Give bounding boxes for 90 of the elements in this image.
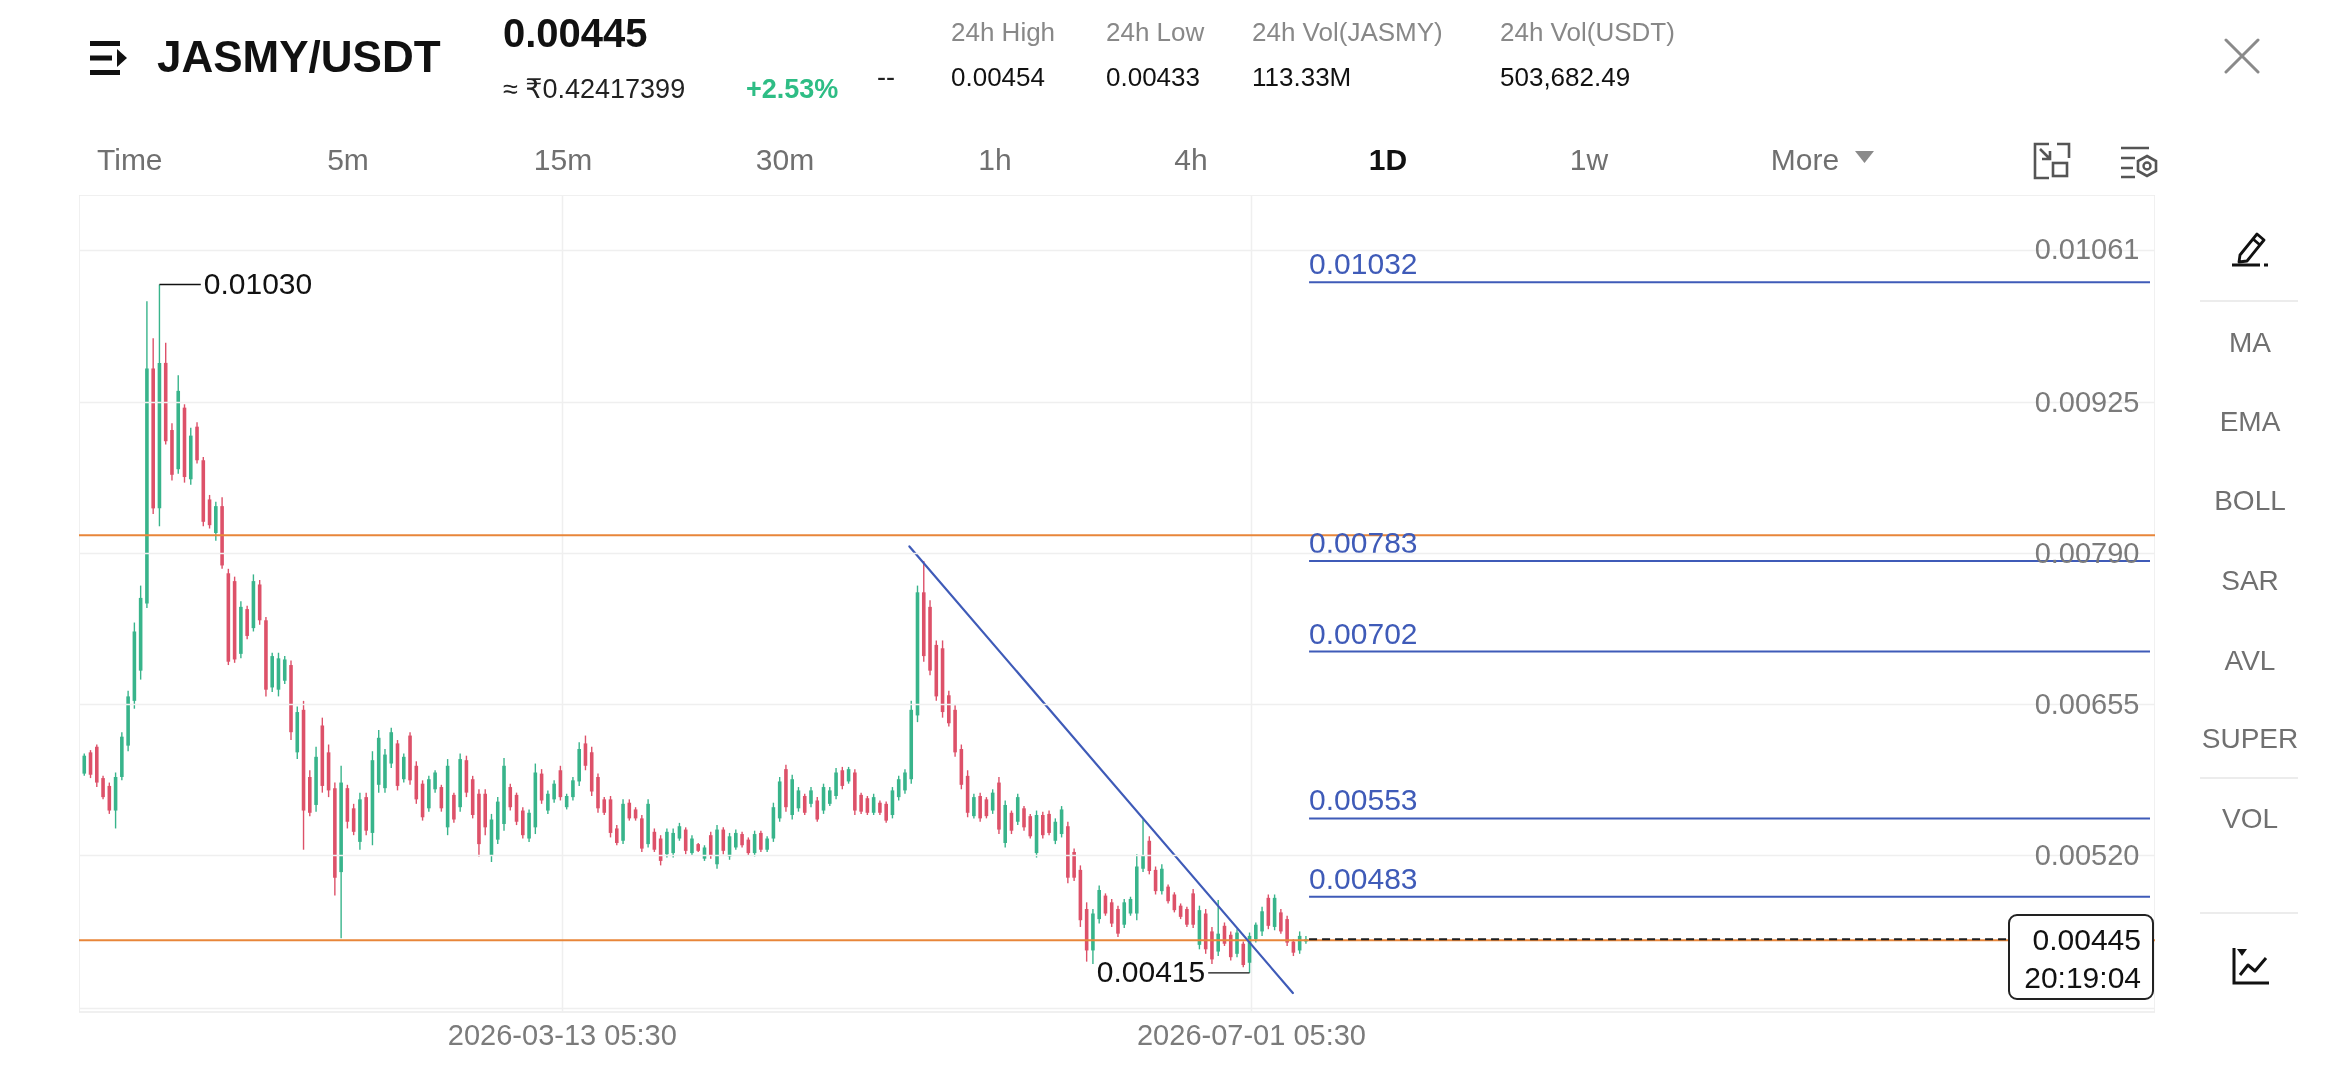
candlestick <box>552 779 556 804</box>
candlestick <box>1254 921 1258 944</box>
candlestick <box>1166 883 1170 905</box>
text: 24h Low <box>1106 17 1205 48</box>
text: 4h <box>1174 142 1208 178</box>
text: MA <box>2229 326 2271 360</box>
ref-line-label: 0.00483 <box>1309 861 1418 895</box>
text: 24h Vol(USDT) <box>1500 17 1675 48</box>
candlestick <box>815 796 820 823</box>
y-tick-label: 0.00655 <box>2034 687 2140 720</box>
ref-line-label: 0.01032 <box>1309 247 1418 281</box>
text: 24h Vol(JASMY) <box>1252 17 1443 48</box>
candlestick <box>1241 940 1246 968</box>
candlestick <box>690 834 694 857</box>
candlestick <box>508 782 513 812</box>
text: +2.53% <box>746 74 839 106</box>
y-tick-label: 0.00925 <box>2034 385 2140 418</box>
text: More <box>1770 142 1840 178</box>
candlestick <box>859 791 863 815</box>
text: BOLL <box>2214 484 2286 518</box>
text: 113.33M <box>1252 62 1352 93</box>
text: 1D <box>1368 142 1408 178</box>
candlestick <box>282 655 287 685</box>
candlestick <box>1122 898 1127 929</box>
candlestick <box>433 769 437 794</box>
candlestick <box>903 768 907 795</box>
candlestick <box>1022 805 1026 832</box>
chart-title: JASMY/USDT <box>157 31 441 83</box>
candlestick <box>1279 908 1283 935</box>
candlestick <box>671 827 675 859</box>
ref-line-label: 0.00783 <box>1309 525 1418 559</box>
candlestick <box>1041 810 1045 840</box>
candlestick <box>1228 930 1233 962</box>
candlestick <box>1216 899 1221 957</box>
text: 15m <box>533 142 593 178</box>
text: AVL <box>2224 644 2276 678</box>
candlestick <box>978 791 982 823</box>
text: 0.00454 <box>951 62 1045 93</box>
candlestick <box>1185 906 1189 928</box>
candlestick <box>401 752 406 784</box>
text: SAR <box>2221 564 2279 598</box>
candlestick <box>721 826 726 855</box>
y-tick-label: 0.00520 <box>2034 838 2140 871</box>
annotation: 0.00415 <box>1096 954 1206 988</box>
text: 503,682.49 <box>1500 62 1631 93</box>
candlestick <box>708 831 713 860</box>
text: 1h <box>978 142 1012 178</box>
candlestick <box>546 789 550 815</box>
text: SUPER <box>2201 722 2299 756</box>
ref-line-label: 0.00553 <box>1309 783 1418 817</box>
annotation: 0.01030 <box>203 266 313 300</box>
candlestick <box>896 775 901 802</box>
x-tick-label: 2026-03-13 05:30 <box>447 1018 677 1051</box>
candlestick <box>884 800 888 824</box>
candlestick <box>802 793 807 816</box>
candlestick <box>1047 809 1051 836</box>
annotation: 20:19:04 <box>2024 961 2141 996</box>
candlestick <box>759 829 763 853</box>
candlestick <box>1235 928 1239 958</box>
candlestick <box>1260 906 1264 937</box>
candlestick <box>1109 898 1114 928</box>
text: 0.00433 <box>1106 62 1200 93</box>
candlestick <box>809 786 813 808</box>
ref-line-label: 0.00445 <box>2032 923 2141 958</box>
text: VOL <box>2221 802 2279 836</box>
x-tick-label: 2026-07-01 05:30 <box>1136 1018 1366 1051</box>
candlestick <box>734 828 738 851</box>
text: 30m <box>755 142 815 178</box>
text: 5m <box>327 142 369 178</box>
candlestick <box>82 752 87 777</box>
text: ≈ ₹0.42417399 <box>503 74 686 106</box>
candlestick <box>827 786 832 807</box>
candlestick <box>1141 818 1145 873</box>
candlestick <box>101 775 105 801</box>
text: 24h High <box>951 17 1056 48</box>
ref-line-label: 0.00702 <box>1309 616 1418 650</box>
candlestick <box>834 767 838 801</box>
candlestick <box>1028 813 1033 840</box>
candlestick <box>1285 915 1289 947</box>
candlestick <box>571 776 575 802</box>
text: EMA <box>2219 405 2281 439</box>
text: 0.00445 <box>503 10 648 56</box>
candlestick <box>972 793 976 820</box>
candlestick <box>614 824 619 846</box>
text: 1w <box>1569 142 1609 178</box>
text: -- <box>877 62 895 94</box>
text: Time <box>97 142 163 178</box>
candlestick <box>665 827 669 859</box>
candlestick <box>1160 863 1164 896</box>
y-tick-label: 0.01061 <box>2034 233 2140 266</box>
